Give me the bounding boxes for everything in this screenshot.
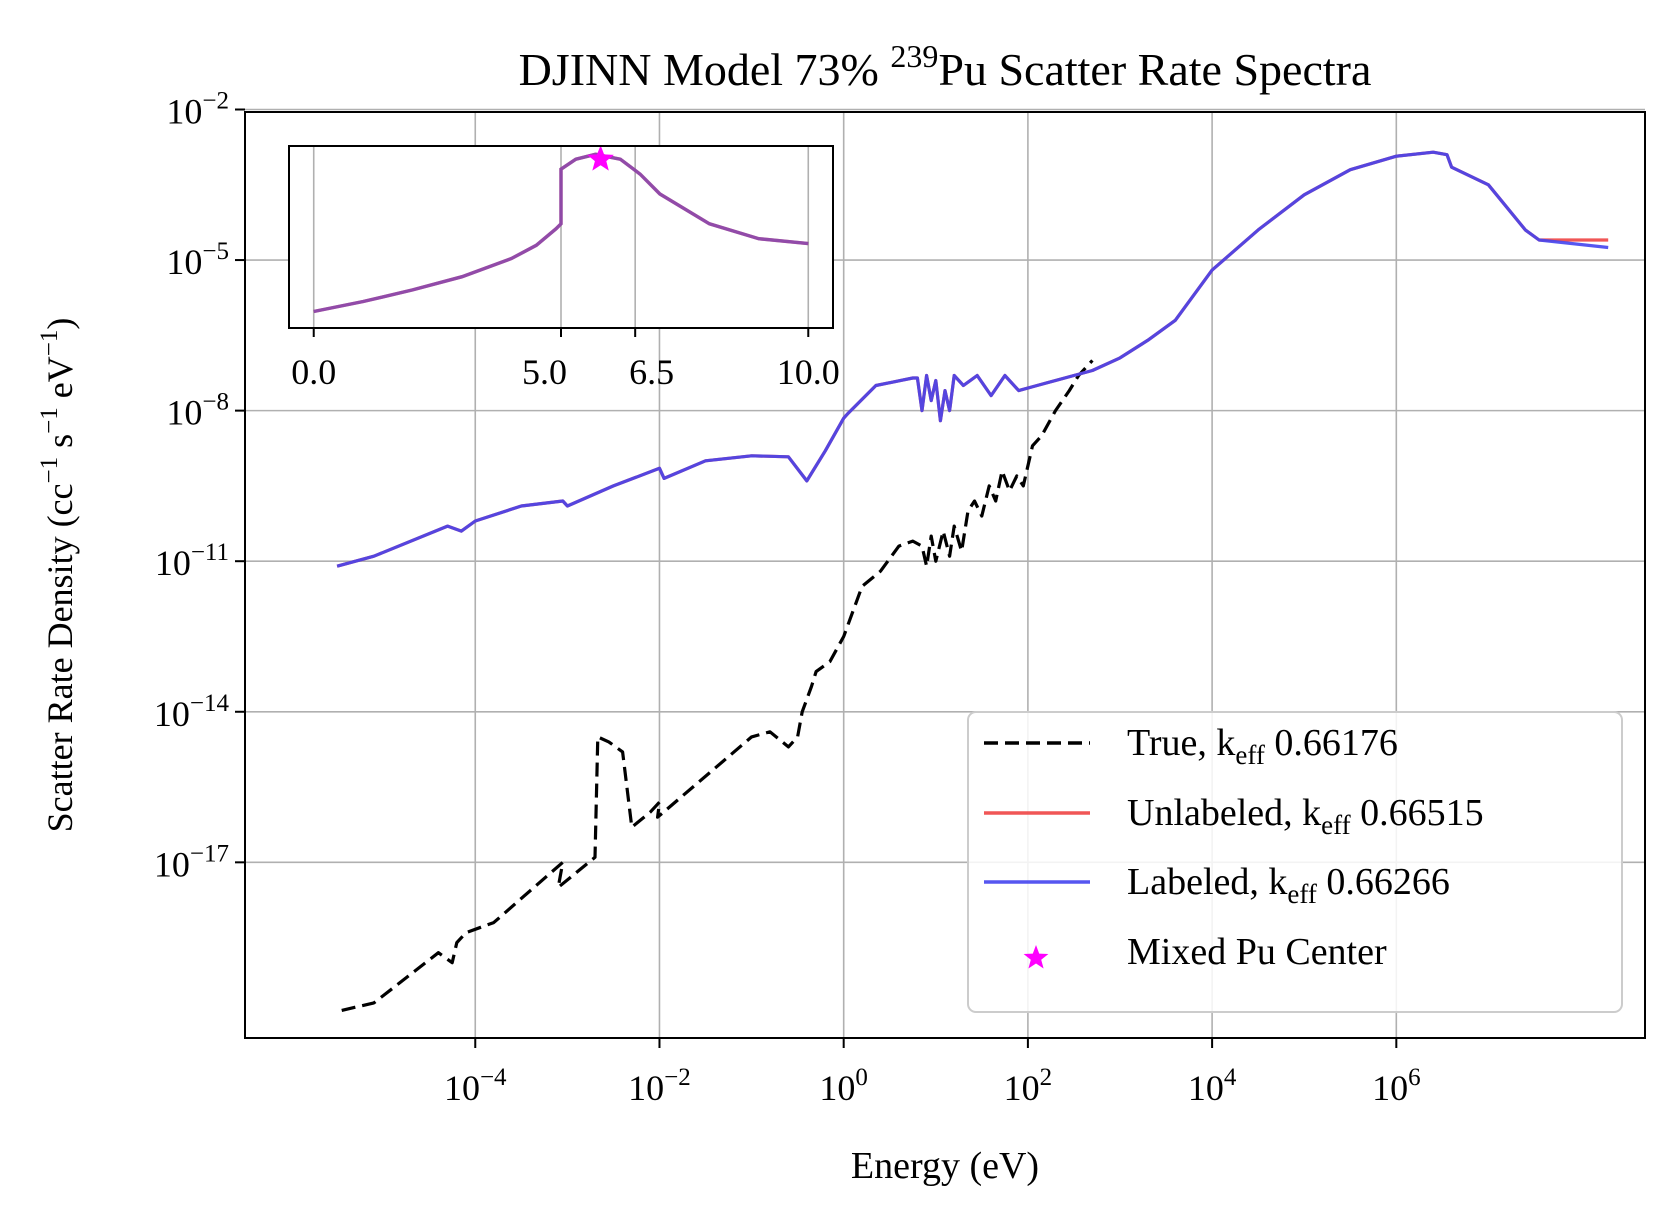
series-line-true xyxy=(341,359,1094,1012)
inset-series xyxy=(313,145,809,314)
inset-line-labeled xyxy=(313,152,809,314)
legend-entry-label: True, keff 0.66176 xyxy=(1127,722,1398,770)
legend-box xyxy=(967,711,1623,1013)
chart-title: DJINN Model 73% 239Pu Scatter Rate Spect… xyxy=(519,38,1372,95)
y-axis-label: Scatter Rate Density (cc−1 s−1 eV−1) xyxy=(36,318,80,833)
inset-x-tick-label: 10.0 xyxy=(777,352,840,392)
legend-star-marker xyxy=(1023,945,1049,969)
y-tick-label: 10−5 xyxy=(166,238,229,282)
x-tick-label: 104 xyxy=(1188,1064,1237,1108)
series-line-labeled xyxy=(336,150,1609,568)
x-tick-label: 102 xyxy=(1004,1064,1053,1108)
mixed-pu-center-marker xyxy=(587,145,614,171)
axis-ticks: 10−4 10−2 100 102 104 106 10−2 10−5 10−8 10−11 10−… xyxy=(154,87,1421,1108)
inset-ticks: 0.0 5.0 6.5 10.0 xyxy=(291,328,840,392)
legend-entry-label: Mixed Pu Center xyxy=(1127,931,1387,973)
inset-x-tick-label: 6.5 xyxy=(629,352,674,392)
series-lines xyxy=(336,150,1609,1012)
legend: True, keff 0.66176 Unlabeled, keff 0.6651… xyxy=(967,711,1623,1013)
plot-frame xyxy=(244,111,1646,1039)
x-tick-label: 10−4 xyxy=(444,1064,507,1108)
y-tick-label: 10−11 xyxy=(155,539,229,583)
y-tick-label: 10−14 xyxy=(154,690,230,734)
inset-x-tick-label: 5.0 xyxy=(522,352,567,392)
legend-entry-label: Labeled, keff 0.66266 xyxy=(1127,861,1450,909)
inset-plot: 0.0 5.0 6.5 10.0 xyxy=(288,145,840,392)
legend-entry-label: Unlabeled, keff 0.66515 xyxy=(1127,792,1484,840)
x-tick-label: 100 xyxy=(819,1064,868,1108)
x-axis-label: Energy (eV) xyxy=(851,1145,1039,1187)
y-tick-label: 10−8 xyxy=(166,389,229,433)
inset-x-tick-label: 0.0 xyxy=(291,352,336,392)
x-tick-label: 106 xyxy=(1372,1064,1421,1108)
y-tick-label: 10−2 xyxy=(166,87,229,131)
x-tick-label: 10−2 xyxy=(628,1064,691,1108)
y-tick-label: 10−17 xyxy=(154,840,229,884)
